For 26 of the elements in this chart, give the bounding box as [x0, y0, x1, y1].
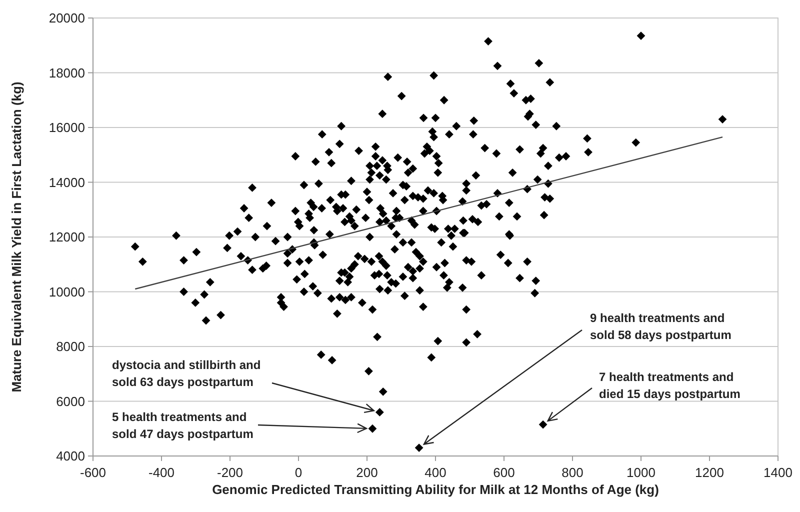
- y-tick-label: 20000: [48, 10, 85, 26]
- y-tick-label: 8000: [56, 339, 85, 354]
- annotation: 7 health treatments and died 15 days postpartum: [599, 370, 740, 401]
- x-tick-label: 200: [356, 465, 378, 480]
- y-tick-label: 12000: [48, 230, 85, 244]
- y-tick-label: 4000: [56, 448, 85, 464]
- x-tick-label: 0: [294, 465, 302, 480]
- x-tick-label: 400: [424, 465, 446, 480]
- x-tick-label: 800: [562, 465, 584, 480]
- x-tick-label: -400: [148, 465, 175, 480]
- x-tick-label: -200: [216, 465, 244, 480]
- x-tick-label: 1400: [764, 465, 792, 480]
- x-tick-label: 1000: [626, 465, 656, 480]
- y-tick-label: 10000: [48, 284, 85, 300]
- annotation: 9 health treatments and sold 58 days postpartum: [590, 311, 732, 342]
- x-tick-label: 1200: [695, 465, 724, 480]
- annotation: 5 health treatments and sold 47 days postpartum: [112, 410, 254, 441]
- y-axis-title: Mature Equivalent Milk Yield in First Lactation (kg): [9, 82, 24, 392]
- annotation: dystocia and stillbirth and sold 63 days postpartum: [112, 358, 261, 389]
- x-tick-label: 600: [493, 465, 515, 480]
- y-tick-label: 6000: [56, 394, 85, 409]
- y-tick-label: 14000: [48, 174, 85, 190]
- x-tick-label: -600: [80, 465, 106, 480]
- y-tick-label: 16000: [48, 120, 85, 135]
- x-axis-title: Genomic Predicted Transmitting Ability for Milk at 12 Months of Age (kg): [212, 482, 659, 497]
- y-tick-label: 18000: [48, 65, 85, 80]
